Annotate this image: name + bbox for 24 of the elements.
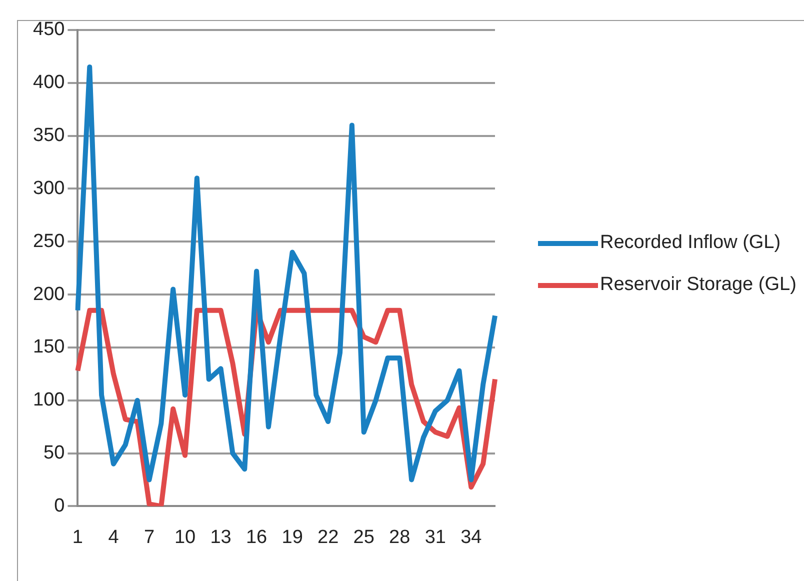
x-tick-label: 1 bbox=[72, 526, 83, 548]
y-tick-label: 350 bbox=[33, 125, 65, 146]
y-tick-label: 450 bbox=[33, 19, 65, 40]
x-tick-label: 16 bbox=[246, 526, 268, 548]
x-tick-label: 19 bbox=[282, 526, 303, 548]
x-tick-label: 28 bbox=[389, 526, 410, 548]
y-tick-label: 100 bbox=[33, 390, 65, 411]
y-tick-label: 50 bbox=[44, 442, 65, 464]
x-tick-label: 7 bbox=[144, 526, 155, 548]
y-tick-label: 200 bbox=[33, 284, 65, 305]
x-tick-label: 25 bbox=[353, 526, 374, 548]
x-tick-label: 4 bbox=[108, 526, 120, 548]
y-tick-label: 300 bbox=[33, 178, 65, 199]
legend-label: Recorded Inflow (GL) bbox=[600, 231, 781, 255]
legend-label: Reservoir Storage (GL) bbox=[600, 273, 796, 297]
x-tick-label: 10 bbox=[174, 526, 196, 548]
x-tick-label: 22 bbox=[318, 526, 339, 548]
x-tick-label: 34 bbox=[460, 526, 482, 548]
x-tick-label: 13 bbox=[210, 526, 232, 548]
y-tick-label: 0 bbox=[54, 495, 65, 516]
y-tick-label: 150 bbox=[33, 336, 65, 358]
x-tick-label: 31 bbox=[424, 526, 446, 548]
y-tick-label: 250 bbox=[33, 230, 65, 252]
y-tick-label: 400 bbox=[33, 72, 65, 94]
